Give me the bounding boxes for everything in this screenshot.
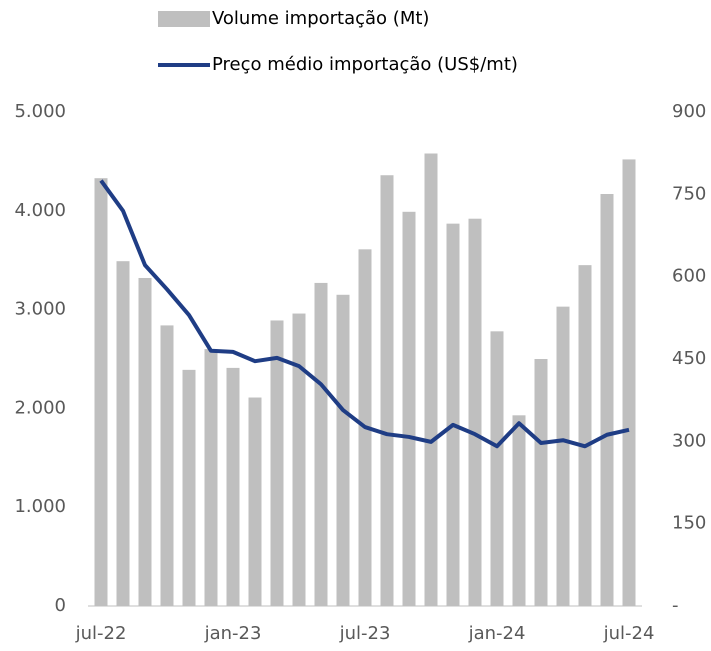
- bar: [116, 261, 130, 606]
- legend-label: Volume importação (Mt): [212, 8, 429, 29]
- line: [99, 179, 630, 449]
- x-tick-label: jan-24: [468, 623, 526, 644]
- y-tick-label: 5.000: [14, 101, 66, 122]
- bar: [94, 178, 108, 607]
- bar: [182, 369, 196, 606]
- bar: [248, 397, 262, 606]
- bar: [600, 194, 614, 606]
- y-tick-label: 2.000: [14, 397, 66, 418]
- bar: [336, 294, 350, 606]
- y2-tick-label: 600: [672, 266, 706, 287]
- bar: [534, 359, 548, 606]
- x-tick-label: jan-23: [204, 623, 262, 644]
- x-tick-label: jul-23: [339, 623, 391, 644]
- bar: [138, 277, 152, 606]
- bar: [446, 223, 460, 607]
- y2-tick-label: 750: [672, 183, 706, 204]
- y-tick-label: 0: [55, 595, 66, 616]
- y-tick-label: 1.000: [14, 496, 66, 517]
- legend-swatch: [158, 11, 210, 27]
- bar: [622, 159, 636, 606]
- y-tick-label: 4.000: [14, 200, 66, 221]
- y2-tick-label: 450: [672, 348, 706, 369]
- bar: [226, 367, 240, 606]
- bar: [314, 282, 328, 606]
- bar: [468, 218, 482, 607]
- y2-tick-label: 900: [672, 101, 706, 122]
- y2-tick-label: -: [672, 595, 679, 616]
- bar: [490, 331, 504, 606]
- bar: [512, 415, 526, 606]
- bar: [556, 306, 570, 606]
- y2-tick-label: 300: [672, 430, 706, 451]
- bar: [270, 320, 284, 606]
- bar: [402, 211, 416, 606]
- bar: [292, 313, 306, 606]
- x-tick-label: jul-24: [603, 623, 655, 644]
- bar: [160, 325, 174, 606]
- legend-label: Preço médio importação (US$/mt): [212, 54, 518, 75]
- x-tick-label: jul-22: [75, 623, 127, 644]
- bar: [204, 349, 218, 606]
- bar: [380, 175, 394, 606]
- bar: [578, 265, 592, 606]
- y-tick-label: 3.000: [14, 299, 66, 320]
- bar: [424, 153, 438, 606]
- y2-tick-label: 150: [672, 513, 706, 534]
